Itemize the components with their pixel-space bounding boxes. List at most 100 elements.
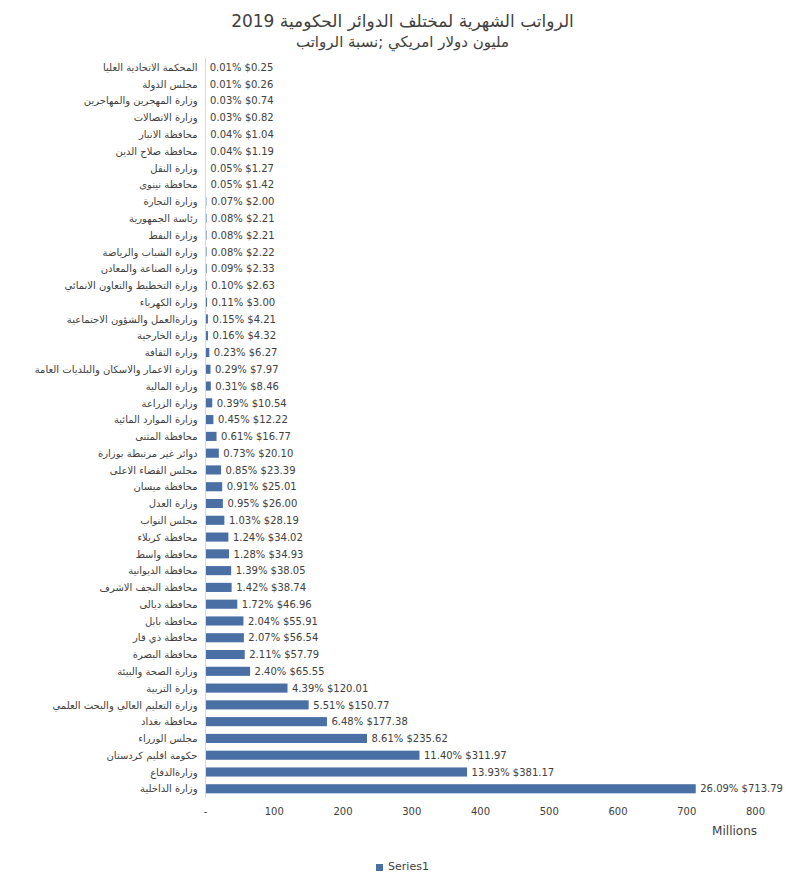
svg-text:رئاسة الجمهورية: رئاسة الجمهورية bbox=[129, 213, 198, 225]
svg-text:محافظة كربلاء: محافظة كربلاء bbox=[137, 532, 197, 543]
svg-text:0.11% $3.00: 0.11% $3.00 bbox=[212, 297, 276, 308]
svg-text:400: 400 bbox=[471, 806, 490, 817]
svg-text:وزارة النقل: وزارة النقل bbox=[150, 163, 197, 175]
svg-text:0.07% $2.00: 0.07% $2.00 bbox=[211, 196, 275, 207]
svg-text:محافظة ديالى: محافظة ديالى bbox=[139, 599, 197, 610]
svg-text:0.91% $25.01: 0.91% $25.01 bbox=[227, 481, 297, 492]
svg-text:0.01% $0.25: 0.01% $0.25 bbox=[210, 62, 274, 73]
svg-text:محافظة ميسان: محافظة ميسان bbox=[133, 481, 197, 492]
svg-text:0.29% $7.97: 0.29% $7.97 bbox=[215, 364, 279, 375]
svg-text:26.09% $713.79: 26.09% $713.79 bbox=[700, 783, 783, 794]
svg-text:6.48% $177.38: 6.48% $177.38 bbox=[331, 716, 407, 727]
svg-text:0.31% $8.46: 0.31% $8.46 bbox=[215, 381, 279, 392]
svg-text:100: 100 bbox=[265, 806, 284, 817]
svg-text:0.23% $6.27: 0.23% $6.27 bbox=[214, 347, 278, 358]
svg-text:محافظة النجف الاشرف: محافظة النجف الاشرف bbox=[100, 582, 198, 593]
svg-text:0.04% $1.04: 0.04% $1.04 bbox=[210, 129, 274, 140]
svg-text:0.10% $2.63: 0.10% $2.63 bbox=[211, 280, 275, 291]
svg-text:وزارة الداخلية: وزارة الداخلية bbox=[140, 783, 198, 795]
svg-text:300: 300 bbox=[402, 806, 421, 817]
svg-text:0.09% $2.33: 0.09% $2.33 bbox=[211, 263, 275, 274]
svg-text:محافظة بابل: محافظة بابل bbox=[145, 616, 198, 627]
svg-text:600: 600 bbox=[608, 806, 627, 817]
svg-text:4.39% $120.01: 4.39% $120.01 bbox=[292, 683, 368, 694]
svg-text:0.03% $0.82: 0.03% $0.82 bbox=[210, 112, 274, 123]
svg-text:2.07% $56.54: 2.07% $56.54 bbox=[248, 632, 318, 643]
svg-text:700: 700 bbox=[677, 806, 696, 817]
svg-text:وزارة التخطيط والتعاون الانمائ: وزارة التخطيط والتعاون الانمائي bbox=[65, 280, 198, 292]
html-text:مليون دولار امريكي ;نسبة الروا: مليون دولار امريكي ;نسبة الرواتب bbox=[296, 33, 509, 51]
svg-text:2.04% $55.91: 2.04% $55.91 bbox=[248, 616, 318, 627]
svg-text:1.28% $34.93: 1.28% $34.93 bbox=[234, 549, 304, 560]
svg-text:0.39% $10.54: 0.39% $10.54 bbox=[217, 398, 287, 409]
svg-text:مجلس القضاء الاعلى: مجلس القضاء الاعلى bbox=[110, 465, 198, 476]
svg-text:محافظة البصرة: محافظة البصرة bbox=[133, 649, 198, 660]
svg-text:1.39% $38.05: 1.39% $38.05 bbox=[236, 565, 306, 576]
svg-text:وزارة المهجرين والمهاجرين: وزارة المهجرين والمهاجرين bbox=[84, 95, 198, 107]
svg-text:وزارة النفط: وزارة النفط bbox=[148, 230, 197, 242]
svg-text:1.03% $28.19: 1.03% $28.19 bbox=[229, 515, 299, 526]
svg-text:وزارة الخارجية: وزارة الخارجية bbox=[137, 330, 198, 342]
svg-text:وزارةالدفاع: وزارةالدفاع bbox=[150, 767, 198, 779]
svg-text:1.42% $38.74: 1.42% $38.74 bbox=[236, 582, 306, 593]
svg-text:2.11% $57.79: 2.11% $57.79 bbox=[249, 649, 319, 660]
svg-text:0.04% $1.19: 0.04% $1.19 bbox=[210, 146, 274, 157]
svg-text:مجلس النواب: مجلس النواب bbox=[140, 515, 197, 526]
svg-text:0.05% $1.42: 0.05% $1.42 bbox=[210, 179, 274, 190]
svg-text:0.08% $2.21: 0.08% $2.21 bbox=[211, 230, 275, 241]
svg-text:وزارة التجارة: وزارة التجارة bbox=[143, 196, 197, 208]
svg-text:وزارة التعليم العالي والبحث ال: وزارة التعليم العالي والبحث العلمي bbox=[53, 700, 198, 712]
svg-text:0.85% $23.39: 0.85% $23.39 bbox=[226, 465, 296, 476]
svg-text:حكومة اقليم كردستان: حكومة اقليم كردستان bbox=[106, 750, 197, 762]
svg-text:0.01% $0.26: 0.01% $0.26 bbox=[210, 79, 274, 90]
svg-text:وزارة العدل: وزارة العدل bbox=[149, 498, 198, 510]
svg-text:محافظة المثنى: محافظة المثنى bbox=[135, 431, 197, 442]
svg-text:محافظة الانبار: محافظة الانبار bbox=[138, 129, 198, 140]
svg-text:1.72% $46.96: 1.72% $46.96 bbox=[242, 599, 312, 610]
svg-text:محافظة ذي قار: محافظة ذي قار bbox=[132, 632, 198, 644]
svg-text:800: 800 bbox=[746, 806, 765, 817]
svg-text:محافظة بغداد: محافظة بغداد bbox=[141, 716, 197, 727]
svg-text:500: 500 bbox=[540, 806, 559, 817]
svg-text:11.40% $311.97: 11.40% $311.97 bbox=[424, 750, 507, 761]
svg-text:13.93% $381.17: 13.93% $381.17 bbox=[472, 767, 555, 778]
svg-text:0.08% $2.22: 0.08% $2.22 bbox=[211, 247, 275, 258]
svg-text:0.15% $4.21: 0.15% $4.21 bbox=[212, 314, 276, 325]
svg-text:وزارة الشباب والرياضة: وزارة الشباب والرياضة bbox=[103, 247, 198, 259]
svg-text:0.16% $4.32: 0.16% $4.32 bbox=[212, 330, 276, 341]
svg-text:0.45% $12.22: 0.45% $12.22 bbox=[218, 414, 288, 425]
svg-text:2.40% $65.55: 2.40% $65.55 bbox=[255, 666, 325, 677]
svg-text:200: 200 bbox=[333, 806, 352, 817]
svg-text:وزارة الثقافة: وزارة الثقافة bbox=[145, 347, 198, 359]
svg-text:0.73% $20.10: 0.73% $20.10 bbox=[223, 448, 293, 459]
svg-text:محافظة واسط: محافظة واسط bbox=[136, 549, 198, 561]
svg-text:وزارة الزراعة: وزارة الزراعة bbox=[142, 398, 198, 410]
svg-text:8.61% $235.62: 8.61% $235.62 bbox=[371, 733, 447, 744]
svg-text:وزارة الاعمار والاسكان والبلدي: وزارة الاعمار والاسكان والبلديات العامة bbox=[35, 364, 198, 376]
svg-text:محافظة صلاح الدين: محافظة صلاح الدين bbox=[116, 146, 198, 158]
svg-text:0.05% $1.27: 0.05% $1.27 bbox=[210, 163, 274, 174]
html-text:Millions: Millions bbox=[712, 824, 757, 838]
svg-text:دوائر غير مرتبطة بوزارة: دوائر غير مرتبطة بوزارة bbox=[98, 448, 198, 460]
svg-text:1.24% $34.02: 1.24% $34.02 bbox=[233, 532, 303, 543]
svg-text:مجلس الوزراء: مجلس الوزراء bbox=[138, 733, 197, 744]
svg-text:0.95% $26.00: 0.95% $26.00 bbox=[227, 498, 297, 509]
svg-text:وزارة التربية: وزارة التربية bbox=[146, 683, 197, 695]
svg-text:وزارة الموارد المائية: وزارة الموارد المائية bbox=[114, 414, 198, 426]
svg-text:وزارة الاتصالات: وزارة الاتصالات bbox=[134, 112, 198, 124]
svg-text:وزارة الصناعة والمعادن: وزارة الصناعة والمعادن bbox=[101, 263, 198, 275]
svg-text:محافظة الديوانية: محافظة الديوانية bbox=[128, 565, 197, 576]
svg-text:وزارة المالية: وزارة المالية bbox=[146, 381, 198, 393]
svg-text:0.03% $0.74: 0.03% $0.74 bbox=[210, 95, 274, 106]
svg-text:5.51% $150.77: 5.51% $150.77 bbox=[313, 700, 389, 711]
svg-text:-: - bbox=[204, 806, 208, 817]
svg-text:وزارة الكهرباء: وزارة الكهرباء bbox=[140, 297, 198, 309]
svg-text:وزارةالعمل والشؤون الاجتماعية: وزارةالعمل والشؤون الاجتماعية bbox=[67, 314, 198, 326]
svg-text:0.08% $2.21: 0.08% $2.21 bbox=[211, 213, 275, 224]
svg-text:المحكمة الاتحادية العليا: المحكمة الاتحادية العليا bbox=[103, 62, 197, 73]
html-text:الرواتب الشهرية لمختلف الدوائر: الرواتب الشهرية لمختلف الدوائر الحكومية … bbox=[231, 11, 574, 31]
svg-text:مجلس الدولة: مجلس الدولة bbox=[142, 79, 197, 91]
svg-text:0.61% $16.77: 0.61% $16.77 bbox=[221, 431, 291, 442]
svg-text:وزارة الصحة والبيئة: وزارة الصحة والبيئة bbox=[117, 666, 197, 678]
svg-text:محافظة نينوى: محافظة نينوى bbox=[139, 179, 197, 190]
